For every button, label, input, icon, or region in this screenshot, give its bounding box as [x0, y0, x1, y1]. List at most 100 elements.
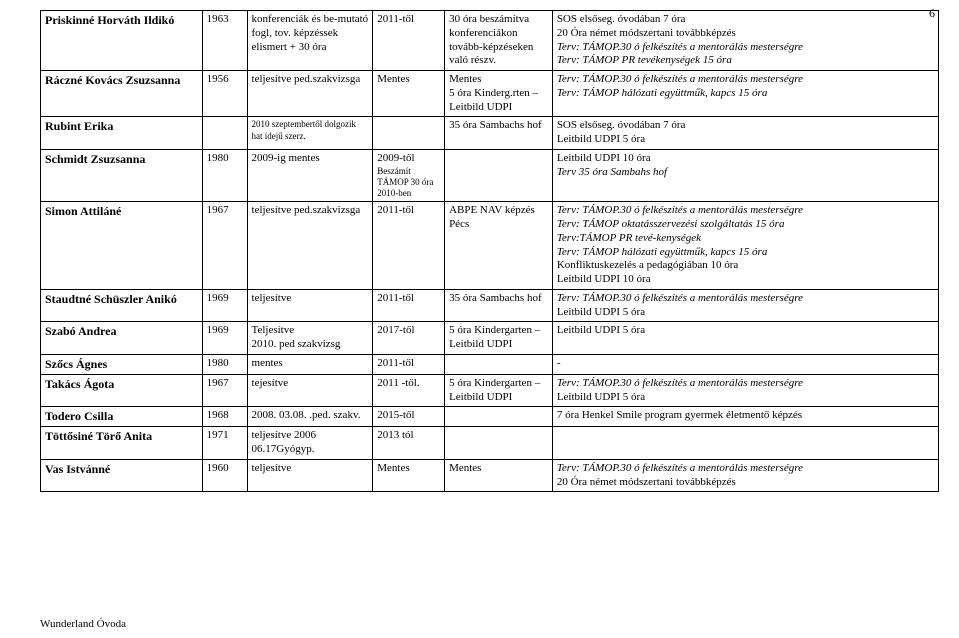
c6-line: Leitbild UDPI 5 óra: [557, 133, 645, 145]
c6-line: Terv:TÁMOP PR tevé-kenységek: [557, 232, 701, 244]
c2-cell: [202, 117, 247, 150]
c3-cell: teljesítve 2006 06.17Gyógyp.: [247, 427, 373, 460]
table-row: Szabó Andrea1969Teljesítve2010. ped szak…: [41, 322, 939, 355]
c2-cell: 1980: [202, 149, 247, 202]
c6-line: Leitbild UDPI 10 óra: [557, 273, 651, 285]
c3-cell: konferenciák és be-mutató fogl, tov. kép…: [247, 11, 373, 71]
c2-cell: 1960: [202, 459, 247, 492]
c6-cell: Terv: TÁMOP.30 ó felkészítés a mentorálá…: [552, 202, 938, 290]
c6-line: Leitbild UDPI 5 óra: [557, 391, 645, 403]
c2-cell: 1971: [202, 427, 247, 460]
table-row: Takács Ágota1967tejesítve2011 -től.5 óra…: [41, 374, 939, 407]
table-row: Schmidt Zsuzsanna19802009-ig mentes2009-…: [41, 149, 939, 202]
c3-cell: Teljesítve2010. ped szakvizsg: [247, 322, 373, 355]
c5-cell: ABPE NAV képzés Pécs: [445, 202, 553, 290]
c4-cell: 2015-től: [373, 407, 445, 427]
footer-text: Wunderland Óvoda: [40, 618, 126, 630]
c5-cell: Mentes: [445, 459, 553, 492]
c6-cell: Leitbild UDPI 10 óra Terv 35 óra Sambahs …: [552, 149, 938, 202]
c5-cell: 5 óra Kindergarten – Leitbild UDPI: [445, 374, 553, 407]
c3-cell: tejesítve: [247, 374, 373, 407]
c2-cell: 1967: [202, 202, 247, 290]
table-row: Ráczné Kovács Zsuzsanna1956teljesítve pe…: [41, 71, 939, 117]
c6-cell: 7 óra Henkel Smile program gyermek életm…: [552, 407, 938, 427]
c4-cell: 2011 -től.: [373, 374, 445, 407]
name-cell: Vas Istvánné: [41, 459, 203, 492]
name-cell: Rubint Erika: [41, 117, 203, 150]
c5-cell: [445, 354, 553, 374]
c2-cell: 1969: [202, 289, 247, 322]
c6-line: Terv: TÁMOP.30 ó felkészítés a mentorálá…: [557, 462, 803, 474]
c3-cell: teljesítve: [247, 459, 373, 492]
name-cell: Schmidt Zsuzsanna: [41, 149, 203, 202]
c6-line: Terv: TÁMOP PR tevékenységek 15 óra: [557, 54, 732, 66]
c3-cell: 2010 szeptembertől dolgozik hat idejű sz…: [247, 117, 373, 150]
c3-cell: mentes: [247, 354, 373, 374]
name-cell: Ráczné Kovács Zsuzsanna: [41, 71, 203, 117]
c2-cell: 1956: [202, 71, 247, 117]
c6-cell: SOS elsőseg. óvodában 7 óraLeitbild UDPI…: [552, 117, 938, 150]
c6-line: -: [557, 357, 561, 369]
table-row: Priskinné Horváth Ildikó1963konferenciák…: [41, 11, 939, 71]
name-cell: Todero Csilla: [41, 407, 203, 427]
c6-line: Leitbild UDPI 5 óra: [557, 324, 645, 336]
c6-line: Terv: TÁMOP.30 ó felkészítés a mentorálá…: [557, 73, 803, 85]
table-row: Simon Attiláné1967teljesítve ped.szakviz…: [41, 202, 939, 290]
c3-cell: teljesítve: [247, 289, 373, 322]
c4-cell: 2011-től: [373, 11, 445, 71]
table-row: Szőcs Ágnes1980mentes2011-től -: [41, 354, 939, 374]
c6-line: Terv: TÁMOP.30 ó felkészítés a mentorálá…: [557, 204, 803, 216]
c2-cell: 1969: [202, 322, 247, 355]
c5-cell: Mentes5 óra Kinderg.rten –Leitbild UDPI: [445, 71, 553, 117]
c6-line: Leitbild UDPI 5 óra: [557, 306, 645, 318]
c4-cell: Mentes: [373, 459, 445, 492]
c2-cell: 1963: [202, 11, 247, 71]
c2-cell: 1980: [202, 354, 247, 374]
c6-line: SOS elsőseg. óvodában 7 óra: [557, 13, 686, 25]
c2-cell: 1967: [202, 374, 247, 407]
c6-cell: Terv: TÁMOP.30 ó felkészítés a mentorálá…: [552, 459, 938, 492]
table-row: Staudtné Schüszler Anikó1969teljesítve20…: [41, 289, 939, 322]
c5-cell: [445, 407, 553, 427]
c5-cell: 35 óra Sambachs hof: [445, 289, 553, 322]
table-row: Vas Istvánné1960teljesítveMentesMentesTe…: [41, 459, 939, 492]
c6-line: Leitbild UDPI 10 óra: [557, 152, 651, 164]
name-cell: Staudtné Schüszler Anikó: [41, 289, 203, 322]
data-table: Priskinné Horváth Ildikó1963konferenciák…: [40, 10, 939, 492]
c4-cell: [373, 117, 445, 150]
name-cell: Takács Ágota: [41, 374, 203, 407]
c5-cell: [445, 427, 553, 460]
c4-cell: 2017-től: [373, 322, 445, 355]
c6-cell: SOS elsőseg. óvodában 7 óra20 Óra német …: [552, 11, 938, 71]
name-cell: Priskinné Horváth Ildikó: [41, 11, 203, 71]
c6-line: Terv 35 óra Sambahs hof: [557, 166, 667, 178]
c5-cell: [445, 149, 553, 202]
c4-cell: 2011-től: [373, 354, 445, 374]
page-number: 6: [929, 6, 935, 21]
c5-cell: 30 óra beszámítva konferenciákon tovább-…: [445, 11, 553, 71]
c6-cell: Terv: TÁMOP.30 ó felkészítés a mentorálá…: [552, 374, 938, 407]
table-row: Rubint Erika 2010 szeptembertől dolgozik …: [41, 117, 939, 150]
name-cell: Szabó Andrea: [41, 322, 203, 355]
c4-cell: 2013 tól: [373, 427, 445, 460]
table-row: Todero Csilla19682008. 03.08. .ped. szak…: [41, 407, 939, 427]
c6-line: Terv: TÁMOP hálózati együttműk, kapcs 15…: [557, 87, 768, 99]
c3-cell: 2009-ig mentes: [247, 149, 373, 202]
c3-cell: 2008. 03.08. .ped. szakv.: [247, 407, 373, 427]
c6-line: Terv: TÁMOP hálózati együttműk, kapcs 15…: [557, 246, 768, 258]
c6-cell: [552, 427, 938, 460]
c6-line: 7 óra Henkel Smile program gyermek életm…: [557, 409, 802, 421]
c5-cell: 5 óra Kindergarten – Leitbild UDPI: [445, 322, 553, 355]
c6-cell: -: [552, 354, 938, 374]
c4-cell: Mentes: [373, 71, 445, 117]
c2-cell: 1968: [202, 407, 247, 427]
c6-line: Terv: TÁMOP.30 ó felkészítés a mentorálá…: [557, 292, 803, 304]
c4-cell: 2011-től: [373, 202, 445, 290]
c6-line: Terv: TÁMOP oktatásszervezési szolgáltat…: [557, 218, 785, 230]
name-cell: Töttősiné Törő Anita: [41, 427, 203, 460]
c6-line: Terv: TÁMOP.30 ó felkészítés a mentorálá…: [557, 41, 803, 53]
c3-cell: teljesítve ped.szakvizsga: [247, 202, 373, 290]
c4-cell: 2011-től: [373, 289, 445, 322]
name-cell: Szőcs Ágnes: [41, 354, 203, 374]
c4-cell: 2009-tőlBeszámít TÁMOP 30 óra 2010-ben: [373, 149, 445, 202]
